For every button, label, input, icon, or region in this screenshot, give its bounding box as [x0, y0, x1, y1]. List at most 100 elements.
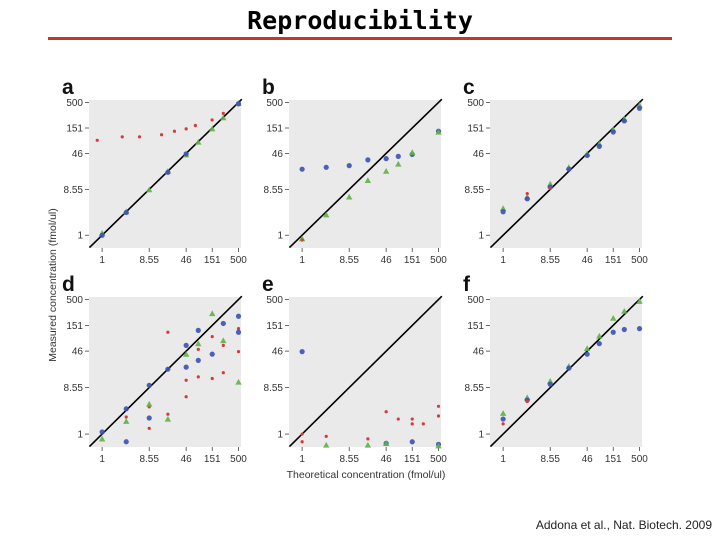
data-point-blue — [146, 382, 152, 388]
data-point-blue — [99, 429, 105, 435]
identity-line — [88, 295, 243, 448]
panel-label: c — [463, 76, 475, 99]
panel-label: b — [262, 76, 275, 99]
identity-line — [288, 295, 443, 448]
y-tick-label: 1 — [277, 430, 283, 441]
data-point-red — [525, 399, 529, 404]
x-tick-label: 8.55 — [540, 454, 560, 465]
x-tick-label: 1 — [99, 454, 105, 465]
data-point-blue — [299, 166, 305, 172]
data-point-green — [220, 337, 227, 344]
data-point-red — [384, 410, 388, 414]
data-point-red — [436, 404, 441, 408]
x-tick-label: 151 — [605, 454, 622, 465]
data-point-green — [583, 345, 591, 352]
y-tick-label: 46 — [272, 149, 284, 160]
identity-line — [288, 98, 443, 249]
y-tick-label: 8.55 — [64, 185, 84, 196]
data-point-blue — [99, 232, 105, 238]
y-tick-label: 1 — [478, 430, 484, 441]
data-point-blue — [636, 105, 643, 111]
y-tick-label: 151 — [66, 321, 83, 332]
x-tick-label: 8.55 — [339, 255, 359, 266]
y-tick-label: 46 — [72, 149, 84, 160]
x-tick-label: 8.55 — [139, 454, 159, 465]
y-tick-label: 500 — [266, 295, 283, 306]
data-point-blue — [584, 351, 590, 357]
x-tick-label: 8.55 — [139, 255, 159, 266]
data-point-green — [596, 332, 603, 339]
x-tick-label: 46 — [381, 255, 393, 266]
data-point-blue — [547, 381, 553, 387]
data-point-blue — [383, 156, 389, 162]
data-point-red — [525, 192, 529, 196]
y-tick-label: 46 — [473, 149, 485, 160]
x-tick-label: 1 — [500, 255, 506, 266]
x-tick-label: 151 — [605, 255, 622, 266]
panel-b: b 1 1 8.55 8.55 46 46 151 151 500 500 — [262, 76, 447, 266]
data-point-green — [364, 441, 372, 448]
data-point-red — [366, 437, 370, 441]
data-point-green — [499, 205, 507, 212]
y-tick-label: 151 — [467, 124, 484, 135]
x-tick-label: 151 — [204, 454, 221, 465]
data-point-green — [610, 315, 617, 321]
data-point-red — [221, 371, 225, 375]
data-point-red — [124, 415, 128, 419]
data-point-green — [209, 310, 216, 317]
x-tick-label: 46 — [181, 454, 193, 465]
x-tick-label: 46 — [582, 454, 594, 465]
data-point-red — [421, 422, 425, 426]
panel-e: e 1 1 8.55 8.55 46 46 151 151 500 500 — [262, 273, 447, 465]
data-point-blue — [165, 366, 171, 372]
data-point-green — [499, 410, 507, 416]
data-point-green — [409, 149, 416, 156]
data-point-blue — [621, 118, 627, 124]
data-point-red — [436, 414, 441, 418]
y-tick-label: 500 — [266, 98, 283, 109]
data-point-blue — [524, 196, 530, 202]
panel-label: d — [62, 273, 75, 296]
data-point-blue — [165, 169, 171, 175]
x-tick-label: 1 — [299, 255, 305, 266]
x-axis-label: Theoretical concentration (fmol/ul) — [287, 469, 446, 481]
data-point-green — [636, 298, 643, 304]
data-point-blue — [123, 406, 129, 412]
data-point-red — [196, 375, 200, 379]
data-point-green — [235, 378, 242, 385]
data-point-blue — [323, 164, 329, 170]
x-tick-label: 46 — [582, 255, 594, 266]
x-tick-label: 46 — [381, 454, 393, 465]
data-point-green — [298, 235, 306, 242]
data-point-blue — [500, 416, 506, 422]
x-tick-label: 500 — [430, 454, 447, 465]
data-point-blue — [220, 320, 226, 327]
data-point-red — [147, 426, 151, 430]
data-point-green — [435, 128, 442, 135]
data-point-red — [236, 350, 241, 354]
data-point-red — [324, 434, 328, 438]
data-point-red — [410, 422, 414, 426]
data-point-blue — [299, 349, 305, 355]
data-point-green — [164, 415, 172, 422]
data-point-red — [172, 129, 177, 133]
y-tick-label: 46 — [272, 347, 284, 358]
y-tick-label: 46 — [473, 347, 485, 358]
x-tick-label: 8.55 — [540, 255, 560, 266]
data-point-blue — [183, 151, 189, 157]
data-point-green — [220, 114, 227, 121]
citation: Addona et al., Nat. Biotech. 2009 — [535, 518, 712, 532]
data-point-blue — [235, 329, 242, 335]
data-point-blue — [596, 143, 602, 149]
y-tick-label: 500 — [66, 295, 83, 306]
data-point-green — [146, 186, 153, 193]
data-point-red — [548, 186, 552, 190]
panel-label: f — [463, 273, 471, 296]
data-point-green — [435, 442, 442, 449]
data-point-red — [166, 412, 170, 416]
panel-c: c 1 1 8.55 8.55 46 46 151 151 500 500 — [463, 76, 648, 266]
data-point-blue — [365, 157, 371, 163]
x-tick-label: 500 — [230, 454, 247, 465]
x-tick-label: 500 — [631, 255, 648, 266]
